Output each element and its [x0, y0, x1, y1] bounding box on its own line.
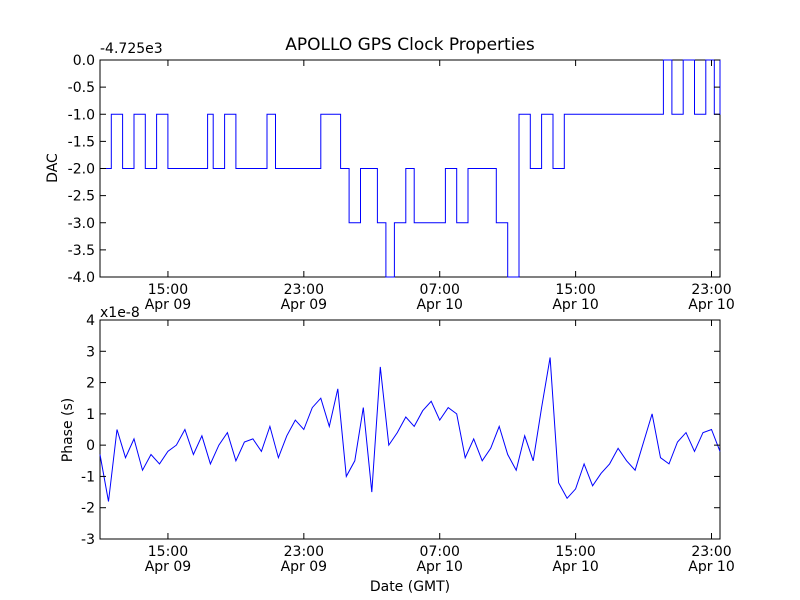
phase-xtick-date-label: Apr 09 [281, 559, 327, 575]
phase-xtick-date-label: Apr 10 [552, 559, 598, 575]
phase-series-line-0 [99, 357, 721, 502]
phase-ytick-label: 1 [86, 407, 95, 423]
phase-xtick-date-label: Apr 10 [416, 559, 462, 575]
dac-xtick-date-label: Apr 10 [416, 297, 462, 313]
dac-xtick-time-label: 23:00 [284, 282, 324, 298]
phase-ytick-label: 0 [86, 438, 95, 454]
dac-ytick-label: -1.5 [68, 134, 95, 150]
dac-series-layer [100, 59, 721, 278]
dac-xtick-date-label: Apr 10 [552, 297, 598, 313]
dac-xtick-time-label: 07:00 [420, 282, 460, 298]
dac-xtick-time-label: 23:00 [691, 282, 731, 298]
phase-axes-frame [99, 319, 721, 540]
dac-xtick-date-label: Apr 09 [145, 297, 191, 313]
dac-xtick-date-label: Apr 09 [281, 297, 327, 313]
phase-series-layer [99, 357, 721, 502]
dac-xtick-time-label: 15:00 [148, 282, 188, 298]
dac-ytick-label: -3.0 [68, 216, 95, 232]
phase-ytick-layer: 4 3 2 1 0 -1 -2 -3 [81, 313, 720, 548]
phase-ytick-label: -2 [81, 501, 95, 517]
dac-xtick-time-label: 15:00 [555, 282, 595, 298]
dac-xtick-date-label: Apr 10 [688, 297, 734, 313]
dac-ytick-label: -2.0 [68, 162, 95, 178]
phase-xtick-time-label: 15:00 [555, 544, 595, 560]
dac-axes: 0.0 -0.5 -1.0 -1.5 -2.0 -2.5 -3.0 -3.5 -4.0 15:0… [45, 41, 735, 313]
dac-offset-text: -4.725e3 [100, 41, 163, 57]
dac-ytick-layer: 0.0 -0.5 -1.0 -1.5 -2.0 -2.5 -3.0 -3.5 -4.0 [68, 53, 720, 286]
phase-offset-text: x1e-8 [100, 305, 140, 321]
phase-y-axis-label: Phase (s) [60, 398, 76, 462]
figure-title: APOLLO GPS Clock Properties [285, 35, 535, 55]
dac-ytick-label: -2.5 [68, 189, 95, 205]
dac-series-line-0 [100, 59, 721, 278]
phase-ytick-label: 3 [86, 344, 95, 360]
phase-ytick-label: 2 [86, 376, 95, 392]
x-axis-label: Date (GMT) [370, 579, 450, 595]
dac-ytick-label: -3.5 [68, 243, 95, 259]
dac-ytick-label: -4.0 [68, 270, 95, 286]
phase-xtick-time-label: 07:00 [420, 544, 460, 560]
dac-ytick-label: 0.0 [73, 53, 95, 69]
phase-ytick-label: -3 [81, 532, 95, 548]
dac-ytick-label: -0.5 [68, 80, 95, 96]
phase-ytick-label: -1 [81, 469, 95, 485]
phase-xtick-time-label: 23:00 [284, 544, 324, 560]
phase-xtick-time-label: 23:00 [691, 544, 731, 560]
phase-xtick-time-label: 15:00 [148, 544, 188, 560]
dac-y-axis-label: DAC [45, 153, 61, 183]
phase-xtick-date-label: Apr 09 [145, 559, 191, 575]
phase-ytick-label: 4 [86, 313, 95, 329]
dac-ytick-label: -1.0 [68, 107, 95, 123]
phase-xtick-date-label: Apr 10 [688, 559, 734, 575]
